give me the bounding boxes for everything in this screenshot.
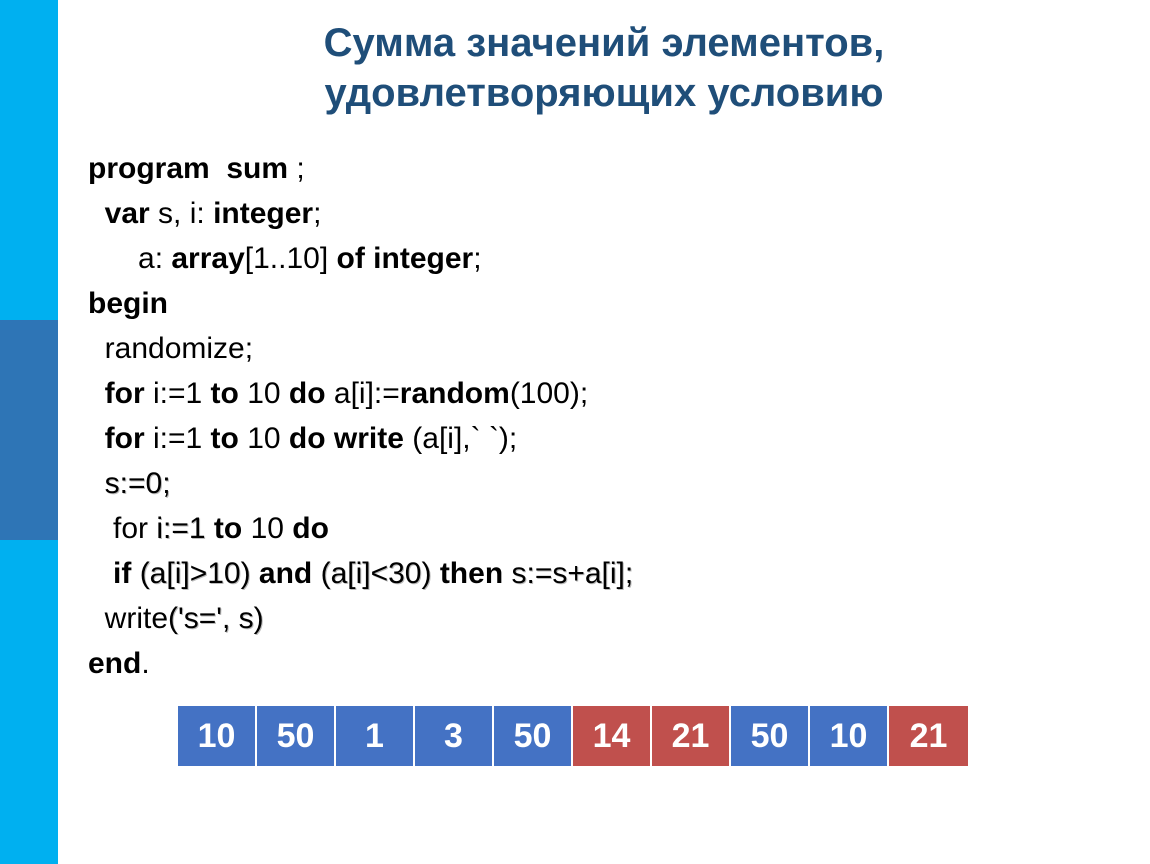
code-line: s:=0; [88, 461, 1150, 506]
code-line: if (a[i]>10) and (a[i]<30) then s:=s+a[i… [88, 551, 1150, 596]
array-cell: 21 [652, 706, 731, 766]
array-cell: 50 [494, 706, 573, 766]
sidebar-accent [0, 0, 58, 864]
array-visualization: 105013501421501021 [178, 706, 1150, 766]
code-line: write('s=', s) [88, 596, 1150, 641]
code-line: a: array[1..10] of integer; [88, 236, 1150, 281]
title-line-1: Сумма значений элементов, [324, 21, 885, 65]
title-line-2: удовлетворяющих условию [324, 71, 883, 115]
code-line: for i:=1 to 10 do [88, 506, 1150, 551]
array-cell: 1 [336, 706, 415, 766]
code-line: for i:=1 to 10 do a[i]:=random(100); [88, 371, 1150, 416]
array-cell: 14 [573, 706, 652, 766]
code-line: program sum ; [88, 146, 1150, 191]
slide-title: Сумма значений элементов, удовлетворяющи… [58, 18, 1150, 118]
code-line: randomize; [88, 326, 1150, 371]
array-cell: 10 [178, 706, 257, 766]
code-line: for i:=1 to 10 do write (a[i],` `); [88, 416, 1150, 461]
code-line: var s, i: integer; [88, 191, 1150, 236]
code-line: begin [88, 281, 1150, 326]
slide-content: Сумма значений элементов, удовлетворяющи… [58, 0, 1150, 864]
sidebar-accent-dark [0, 320, 58, 540]
array-cell: 10 [810, 706, 889, 766]
array-cell: 3 [415, 706, 494, 766]
code-block: program sum ; var s, i: integer; a: arra… [88, 146, 1150, 686]
array-cell: 50 [731, 706, 810, 766]
code-line: end. [88, 641, 1150, 686]
array-cell: 21 [889, 706, 968, 766]
array-cell: 50 [257, 706, 336, 766]
